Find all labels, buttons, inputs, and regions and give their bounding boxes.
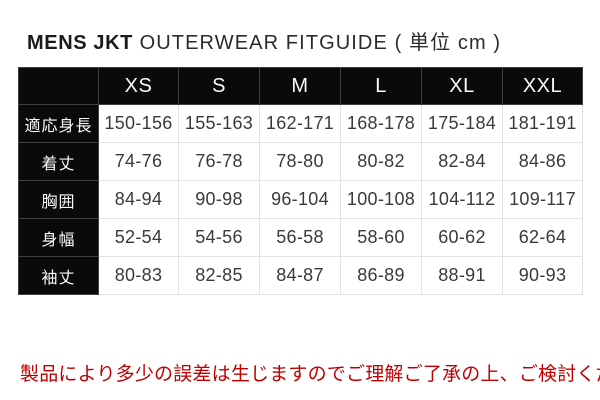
table-row-height: 適応身長 150-156 155-163 162-171 168-178 175… bbox=[18, 104, 583, 143]
size-cell: 100-108 bbox=[340, 180, 422, 219]
size-cell: 58-60 bbox=[340, 218, 422, 257]
column-header-l: L bbox=[340, 67, 422, 105]
disclaimer-note: 製品により多少の誤差は生じますのでご理解ご了承の上、ご検討ください。 bbox=[20, 364, 600, 385]
size-cell: 90-98 bbox=[178, 180, 260, 219]
size-cell: 60-62 bbox=[421, 218, 503, 257]
row-label-length: 着丈 bbox=[18, 142, 99, 181]
column-header-xxl: XXL bbox=[502, 67, 583, 105]
size-table-header-row: XS S M L XL XXL bbox=[18, 67, 583, 105]
size-cell: 168-178 bbox=[340, 104, 422, 143]
column-header-xs: XS bbox=[98, 67, 179, 105]
size-cell: 96-104 bbox=[259, 180, 341, 219]
size-cell: 155-163 bbox=[178, 104, 260, 143]
table-row-chest: 胸囲 84-94 90-98 96-104 100-108 104-112 10… bbox=[18, 180, 583, 219]
size-cell: 80-82 bbox=[340, 142, 422, 181]
size-cell: 82-84 bbox=[421, 142, 503, 181]
size-cell: 109-117 bbox=[502, 180, 583, 219]
size-cell: 88-91 bbox=[421, 256, 503, 295]
size-cell: 62-64 bbox=[502, 218, 583, 257]
page-title-rest: OUTERWEAR FITGUIDE ( 単位 cm ) bbox=[132, 32, 502, 54]
row-label-sleeve: 袖丈 bbox=[18, 256, 99, 295]
page-title: MENS JKT OUTERWEAR FITGUIDE ( 単位 cm ) bbox=[27, 31, 501, 55]
table-row-sleeve: 袖丈 80-83 82-85 84-87 86-89 88-91 90-93 bbox=[18, 256, 583, 295]
size-cell: 150-156 bbox=[98, 104, 179, 143]
size-cell: 52-54 bbox=[98, 218, 179, 257]
size-cell: 90-93 bbox=[502, 256, 583, 295]
row-label-chest: 胸囲 bbox=[18, 180, 99, 219]
size-cell: 76-78 bbox=[178, 142, 260, 181]
size-cell: 74-76 bbox=[98, 142, 179, 181]
size-cell: 78-80 bbox=[259, 142, 341, 181]
column-header-s: S bbox=[178, 67, 260, 105]
corner-cell bbox=[18, 67, 99, 105]
size-cell: 84-94 bbox=[98, 180, 179, 219]
size-cell: 82-85 bbox=[178, 256, 260, 295]
size-cell: 175-184 bbox=[421, 104, 503, 143]
size-cell: 162-171 bbox=[259, 104, 341, 143]
size-cell: 56-58 bbox=[259, 218, 341, 257]
size-cell: 181-191 bbox=[502, 104, 583, 143]
size-cell: 84-87 bbox=[259, 256, 341, 295]
table-row-body-width: 身幅 52-54 54-56 56-58 58-60 60-62 62-64 bbox=[18, 218, 583, 257]
page-title-brand: MENS JKT bbox=[27, 32, 133, 54]
column-header-xl: XL bbox=[421, 67, 503, 105]
size-cell: 80-83 bbox=[98, 256, 179, 295]
table-row-length: 着丈 74-76 76-78 78-80 80-82 82-84 84-86 bbox=[18, 142, 583, 181]
size-cell: 86-89 bbox=[340, 256, 422, 295]
column-header-m: M bbox=[259, 67, 341, 105]
size-table: XS S M L XL XXL 適応身長 150-156 155-163 162… bbox=[18, 67, 583, 295]
size-cell: 84-86 bbox=[502, 142, 583, 181]
size-cell: 104-112 bbox=[421, 180, 503, 219]
row-label-height: 適応身長 bbox=[18, 104, 99, 143]
row-label-body-width: 身幅 bbox=[18, 218, 99, 257]
size-cell: 54-56 bbox=[178, 218, 260, 257]
